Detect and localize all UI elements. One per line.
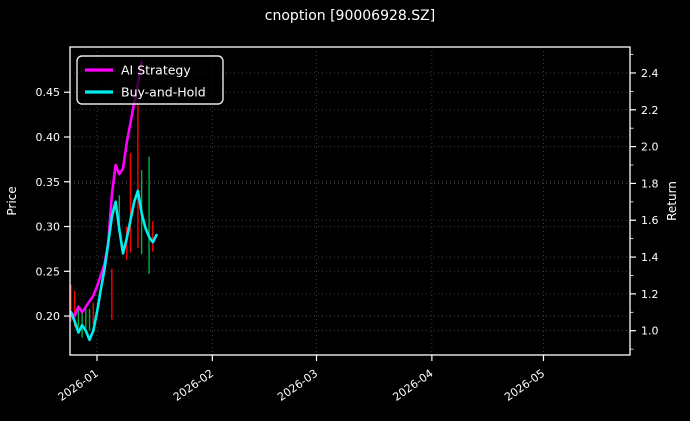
- x-tick-label: 2026-04: [390, 367, 435, 404]
- x-tick-label: 2026-02: [171, 367, 216, 404]
- right-axis-title: Return: [665, 181, 679, 221]
- left-tick-label: 0.25: [36, 265, 61, 278]
- plot-border: [69, 46, 631, 356]
- legend-box: [76, 55, 224, 105]
- right-tick-label: 1.8: [641, 177, 659, 190]
- right-tick-label: 1.4: [641, 251, 659, 264]
- left-tick-label: 0.35: [36, 176, 61, 189]
- right-tick-label: 1.2: [641, 288, 659, 301]
- right-tick-label: 1.0: [641, 325, 659, 338]
- x-tick-label: 2026-03: [275, 367, 320, 404]
- x-tick-label: 2026-05: [502, 367, 547, 404]
- legend-label: Buy-and-Hold: [121, 85, 206, 100]
- series-line-buy-and-hold: [70, 189, 158, 342]
- right-tick-label: 1.6: [641, 214, 659, 227]
- series-lines: [70, 60, 158, 342]
- left-axis: 0.20 0.25 0.30 0.35 0.40 0.45: [36, 86, 70, 323]
- right-tick-label: 2.2: [641, 104, 659, 117]
- x-tick-label: 2026-01: [56, 367, 101, 404]
- right-tick-label: 2.4: [641, 67, 659, 80]
- left-tick-label: 0.40: [36, 131, 61, 144]
- right-tick-label: 2.0: [641, 141, 659, 154]
- legend: AI Strategy Buy-and-Hold: [76, 55, 224, 105]
- chart-title: cnoption [90006928.SZ]: [264, 8, 436, 24]
- left-axis-title: Price: [5, 186, 19, 215]
- legend-label: AI Strategy: [121, 63, 191, 78]
- left-tick-label: 0.30: [36, 221, 61, 234]
- right-axis: 1.0 1.2 1.4 1.6 1.8 2.0 2.2 2.4: [630, 54, 659, 350]
- left-tick-label: 0.20: [36, 310, 61, 323]
- bottom-axis: 2026-01 2026-02 2026-03 2026-04 2026-05: [56, 355, 547, 404]
- left-tick-label: 0.45: [36, 86, 61, 99]
- grid-lines: [70, 47, 630, 355]
